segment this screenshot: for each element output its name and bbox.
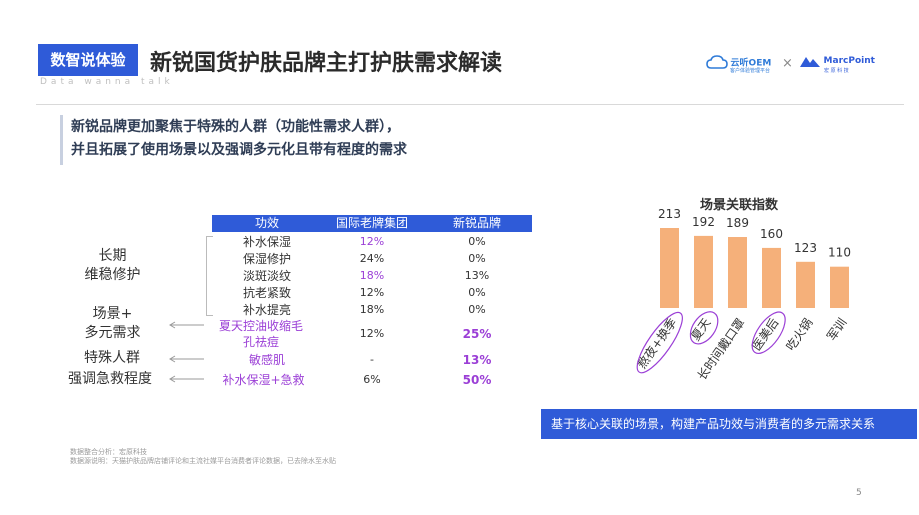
lead-text: 新锐品牌更加聚焦于特殊的人群（功能性需求人群）， 并且拓展了使用场景以及强调多元…	[71, 116, 541, 162]
lead-line-2: 并且拓展了使用场景以及强调多元化且带有程度的需求	[71, 142, 407, 158]
chart-bar	[660, 228, 679, 308]
chart-category-highlight	[636, 311, 683, 374]
cloud-icon	[706, 55, 728, 69]
lead-accent-bar	[60, 115, 63, 165]
chart-data-label: 160	[760, 227, 783, 241]
chart-category-label: 吃火锅	[783, 315, 816, 353]
chart-bar	[762, 247, 781, 308]
page-number: 5	[856, 488, 862, 498]
table-cell-effect: 夏天控油收缩毛 孔祛痘	[218, 319, 303, 349]
table-cell-intl: -	[370, 353, 374, 366]
chart-category-highlight	[689, 311, 719, 345]
table-cell-effect: 保湿修护	[242, 252, 291, 266]
table-cell-intl: 12%	[359, 286, 385, 299]
chart-category-label: 夏天	[688, 316, 713, 344]
chart-bar	[830, 266, 849, 308]
table-cell-intl: 12%	[359, 327, 385, 340]
table-cell-intl: 24%	[359, 252, 385, 265]
table-cell-new: 0%	[468, 286, 486, 299]
table-cell-new: 50%	[462, 373, 492, 387]
chart-bar	[796, 261, 815, 308]
group-bracket	[206, 236, 213, 316]
group-label-special: 特殊人群	[84, 350, 140, 366]
chart-bar	[728, 237, 747, 308]
page-subtitle: Data wanna talk	[40, 77, 174, 87]
group-label-long-term: 长期 维稳修护	[84, 248, 141, 283]
table-cell-intl: 6%	[363, 373, 381, 386]
header-divider	[36, 104, 904, 105]
conclusion-banner: 基于核心关联的场景，构建产品功效与消费者的多元需求关系	[541, 409, 917, 439]
chart-data-label: 189	[726, 216, 749, 230]
group-label-degree: 强调急救程度	[68, 371, 152, 387]
table-cell-new: 0%	[468, 252, 486, 265]
chart-data-label: 192	[692, 215, 715, 229]
table-header-intl: 国际老牌集团	[335, 216, 408, 230]
chart-category-label: 军训	[824, 316, 849, 344]
table-cell-new: 13%	[462, 353, 492, 367]
chart-bar	[694, 235, 713, 308]
table-header	[212, 215, 532, 232]
table-cell-effect: 敏感肌	[248, 353, 285, 367]
group-label-scene: 场景+ 多元需求	[84, 306, 141, 341]
chart-data-label: 213	[658, 207, 681, 221]
table-cell-effect: 补水保湿	[242, 235, 291, 249]
table-cell-new: 0%	[468, 303, 486, 316]
logo-yunting-sub: 客户体验管理平台	[730, 68, 771, 74]
table-cell-new: 13%	[464, 269, 490, 282]
marcpoint-mountain-icon	[800, 57, 820, 67]
table-header-effect: 功效	[254, 216, 279, 230]
footer-source-2: 数据源说明：天猫护肤品牌店铺评论和主流社媒平台消费者评论数据，已去除水至水贴	[70, 457, 336, 465]
logo-marcpoint-sub: 宏 原 科 技	[824, 68, 849, 74]
chart-data-label: 123	[794, 241, 817, 255]
section-tag: 数智说体验	[38, 44, 138, 76]
lead-line-1: 新锐品牌更加聚焦于特殊的人群（功能性需求人群），	[71, 119, 400, 135]
chart-title: 场景关联指数	[700, 198, 779, 213]
table-cell-intl: 18%	[359, 269, 385, 282]
table-cell-new: 0%	[468, 235, 486, 248]
table-cell-intl: 12%	[359, 235, 385, 248]
chart-category-label: 医美后	[749, 316, 781, 354]
table-cell-effect: 补水保湿+急救	[222, 373, 305, 387]
table-header-new: 新锐品牌	[452, 216, 501, 230]
logo-yunting: 云听OEM	[706, 54, 771, 70]
chart-category-highlight	[751, 311, 786, 354]
group-arrows	[169, 321, 204, 383]
footer-source-1: 数据整合分析：宏原科技	[70, 448, 147, 456]
page-title: 新锐国货护肤品牌主打护肤需求解读	[150, 51, 503, 76]
chart-data-label: 110	[828, 246, 851, 260]
table-cell-effect: 淡斑淡纹	[242, 269, 291, 283]
table-cell-effect: 补水提亮	[242, 303, 291, 317]
table-cell-effect: 抗老紧致	[242, 286, 291, 300]
logo-separator: ×	[782, 56, 793, 71]
logo-marcpoint: MarcPoint	[799, 54, 875, 68]
table-cell-intl: 18%	[359, 303, 385, 316]
table-cell-new: 25%	[462, 327, 492, 341]
